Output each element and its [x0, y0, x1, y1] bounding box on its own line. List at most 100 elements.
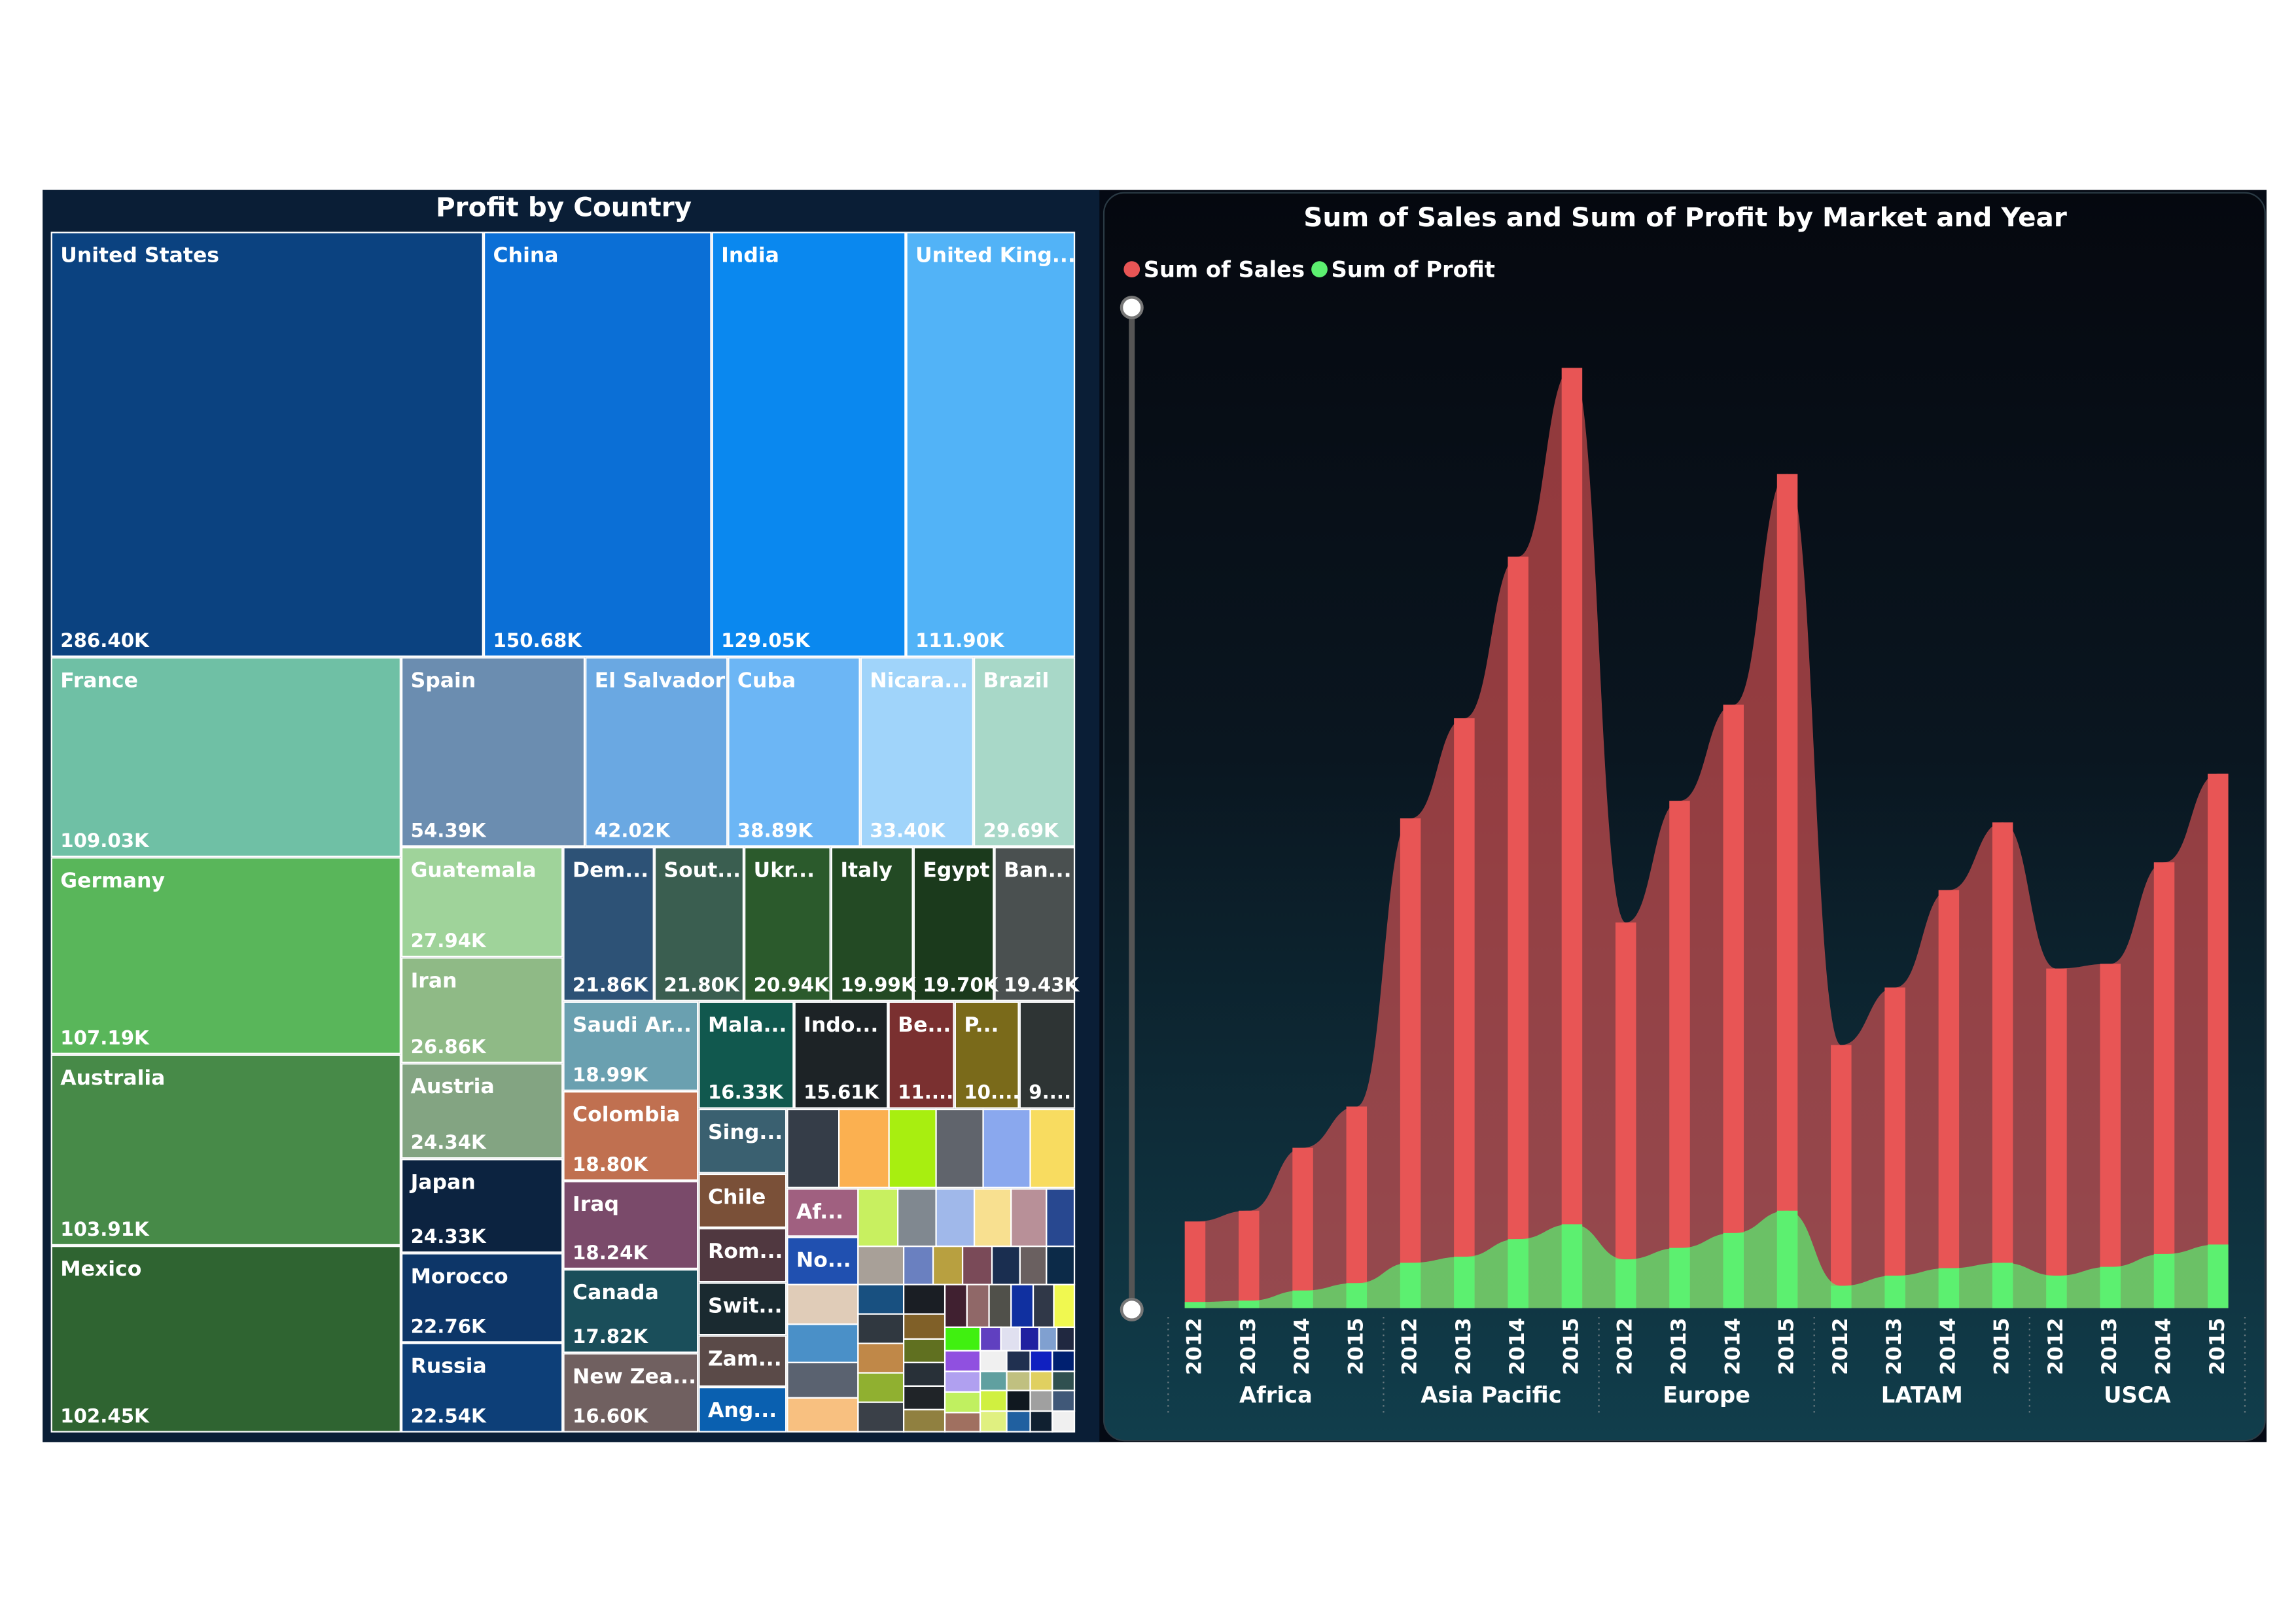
- tile-label: Japan: [410, 1170, 476, 1194]
- tile-label: P...: [964, 1013, 998, 1037]
- slider-handle[interactable]: [1120, 1297, 1144, 1321]
- bar: [1723, 705, 1744, 1308]
- treemap-tile: [698, 1228, 787, 1283]
- tile-label: China: [493, 243, 559, 267]
- treemap-tile: [698, 1282, 787, 1336]
- treemap-tile: [994, 846, 1076, 1002]
- treemap-tile: [563, 1091, 699, 1181]
- tile-value-label: 38.89K: [737, 819, 813, 841]
- tile-value-label: 150.68K: [493, 629, 583, 652]
- x-tick-label: 2013: [1667, 1318, 1691, 1375]
- x-tick-label: 2012: [1182, 1318, 1206, 1375]
- tile-value-label: 20.94K: [754, 974, 830, 996]
- series-area: [1184, 1210, 2229, 1308]
- tile-label: Russia: [411, 1355, 487, 1378]
- x-group-label: USCA: [2104, 1382, 2171, 1408]
- bar: [1292, 1147, 1313, 1308]
- tile-label: Sout...: [663, 859, 741, 882]
- tile-label: Nicara...: [870, 669, 968, 692]
- tile-label: United King...: [915, 243, 1076, 267]
- treemap-tile: [654, 846, 745, 1002]
- treemap-tile: [913, 846, 995, 1002]
- tile-label: Saudi Ar...: [573, 1013, 692, 1037]
- treemap-tile: [585, 657, 728, 847]
- bar: [1239, 1210, 1260, 1308]
- treemap-tile: [698, 1001, 794, 1109]
- bar: [1776, 474, 1798, 1308]
- treemap-tile: [400, 846, 563, 958]
- bar: [1346, 1283, 1368, 1308]
- bar: [2100, 964, 2121, 1308]
- treemap-tile: [830, 846, 913, 1002]
- tile-label: Brazil: [983, 669, 1050, 692]
- tile-value-label: 22.76K: [411, 1315, 487, 1337]
- tile-label: Australia: [60, 1066, 165, 1090]
- bar: [1184, 1302, 1206, 1308]
- tile-label: Ang...: [708, 1399, 777, 1422]
- treemap-tile: [698, 1335, 787, 1387]
- tile-label: Guatemala: [411, 859, 537, 882]
- x-tick-label: 2014: [1290, 1318, 1314, 1375]
- tile-value-label: 42.02K: [595, 819, 671, 841]
- tile-value-label: 10....: [964, 1081, 1019, 1104]
- tile-label: Canada: [573, 1281, 659, 1304]
- bar: [1669, 1248, 1690, 1308]
- tile-label: United States: [60, 243, 219, 267]
- treemap-tile: [563, 1181, 699, 1270]
- tile-value-label: 33.40K: [870, 819, 945, 841]
- treemap-tile: [698, 1173, 787, 1229]
- tile-value-label: 19.99K: [840, 974, 916, 996]
- treemap-tile: [973, 657, 1076, 847]
- slider-handle[interactable]: [1120, 296, 1144, 320]
- treemap-tile: [563, 1269, 699, 1353]
- tile-value-label: 18.24K: [573, 1242, 648, 1264]
- bar: [1292, 1290, 1313, 1308]
- bar: [1561, 368, 1583, 1308]
- legend-swatch: [1123, 261, 1140, 277]
- x-tick-label: 2012: [1398, 1318, 1422, 1375]
- bar: [1400, 1263, 1421, 1308]
- treemap-tile: [698, 1386, 787, 1433]
- bar: [2100, 1266, 2121, 1308]
- bar: [1615, 922, 1636, 1308]
- tile-label: Italy: [840, 859, 892, 882]
- tile-value-label: 17.82K: [573, 1325, 648, 1348]
- tile-value-label: 15.61K: [804, 1081, 879, 1104]
- tile-value-label: 109.03K: [60, 829, 150, 852]
- treemap-tile: [400, 1063, 563, 1159]
- x-tick-label: 2012: [1829, 1318, 1852, 1375]
- tile-value-label: 24.34K: [411, 1131, 487, 1153]
- x-tick-label: 2015: [2206, 1318, 2229, 1375]
- bar: [2153, 1253, 2175, 1308]
- tile-value-label: 16.33K: [708, 1081, 784, 1104]
- treemap-tile: [50, 657, 401, 858]
- treemap-title: Profit by Country: [436, 191, 692, 222]
- legend-label: Sum of Sales: [1144, 256, 1305, 282]
- bar-title: Sum of Sales and Sum of Profit by Market…: [1303, 201, 2067, 233]
- treemap-tile: [483, 232, 712, 657]
- bar: [1992, 822, 2013, 1308]
- bar: [1992, 1263, 2013, 1308]
- bar: [1776, 1210, 1798, 1308]
- treemap-tile: [711, 232, 906, 657]
- bar: [1831, 1045, 1852, 1308]
- treemap-tile: [400, 1159, 563, 1253]
- tile-label: Iraq: [573, 1193, 619, 1216]
- tile-label: Chile: [708, 1185, 766, 1209]
- bar: [1184, 1221, 1206, 1308]
- tile-value-label: 54.39K: [411, 819, 487, 841]
- tile-value-label: 16.60K: [573, 1405, 648, 1427]
- tile-label: Ban...: [1004, 859, 1072, 882]
- treemap-tile: [888, 1001, 955, 1109]
- treemap-tile: [698, 1108, 787, 1174]
- treemap-tile: [400, 1253, 563, 1343]
- x-tick-label: 2013: [2098, 1318, 2121, 1375]
- x-tick-label: 2015: [1990, 1318, 2014, 1375]
- bar: [2046, 1276, 2067, 1308]
- tile-label: El Salvador: [595, 669, 726, 692]
- x-tick-label: 2014: [2152, 1318, 2176, 1375]
- bar: [2208, 1244, 2229, 1308]
- bar: [1723, 1232, 1744, 1308]
- tile-label: Germany: [60, 869, 165, 892]
- bar: [1400, 818, 1421, 1308]
